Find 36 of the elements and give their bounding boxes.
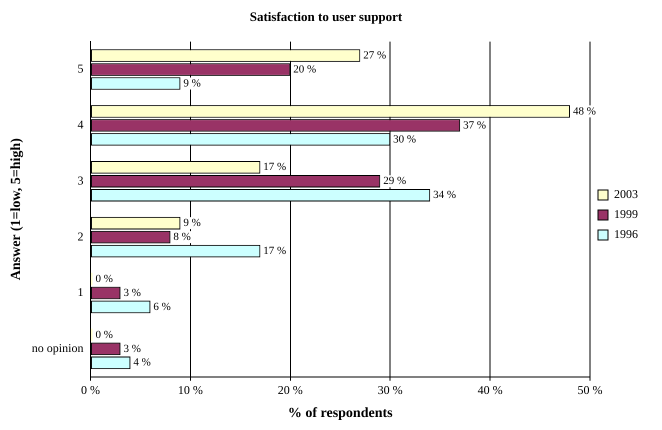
x-tick-label: 40 % — [478, 383, 503, 398]
y-tick-label: 2 — [77, 229, 84, 244]
data-label: 3 % — [123, 286, 141, 299]
data-label: 3 % — [123, 342, 141, 355]
data-label: 17 % — [263, 161, 286, 174]
x-tick-label: 20 % — [278, 383, 303, 398]
legend-label: 1996 — [614, 227, 638, 242]
chart-title: Satisfaction to user support — [250, 9, 403, 24]
data-label: 34 % — [433, 189, 456, 202]
data-label: 0 % — [95, 272, 113, 285]
y-tick-label: 4 — [77, 118, 84, 132]
x-tick-label: 10 % — [178, 383, 203, 398]
data-label: 29 % — [383, 175, 406, 188]
x-tick-label: 0 % — [80, 383, 100, 398]
y-tick-label: no opinion — [32, 341, 84, 356]
data-label: 27 % — [363, 49, 386, 62]
data-label: 48 % — [573, 105, 596, 118]
data-label: 0 % — [95, 328, 113, 341]
data-label: 17 % — [263, 244, 286, 257]
data-label: 4 % — [133, 356, 151, 369]
data-label: 8 % — [173, 231, 191, 244]
y-tick-label: 1 — [77, 285, 84, 300]
y-tick-label: 3 — [77, 173, 84, 188]
legend-label: 2003 — [614, 187, 638, 202]
data-label: 9 % — [183, 77, 201, 90]
x-tick-label: 50 % — [578, 383, 602, 398]
data-label: 9 % — [183, 217, 201, 230]
legend-label: 1999 — [614, 207, 638, 222]
y-axis-title: Answer (1=low, 5=high) — [9, 138, 24, 280]
x-tick-label: 30 % — [378, 383, 403, 398]
data-label: 20 % — [293, 63, 316, 76]
data-label: 6 % — [153, 300, 171, 313]
data-label: 30 % — [393, 133, 416, 146]
y-tick-label: 5 — [77, 62, 84, 76]
x-axis-title: % of respondents — [288, 406, 394, 422]
data-label: 37 % — [463, 119, 486, 132]
